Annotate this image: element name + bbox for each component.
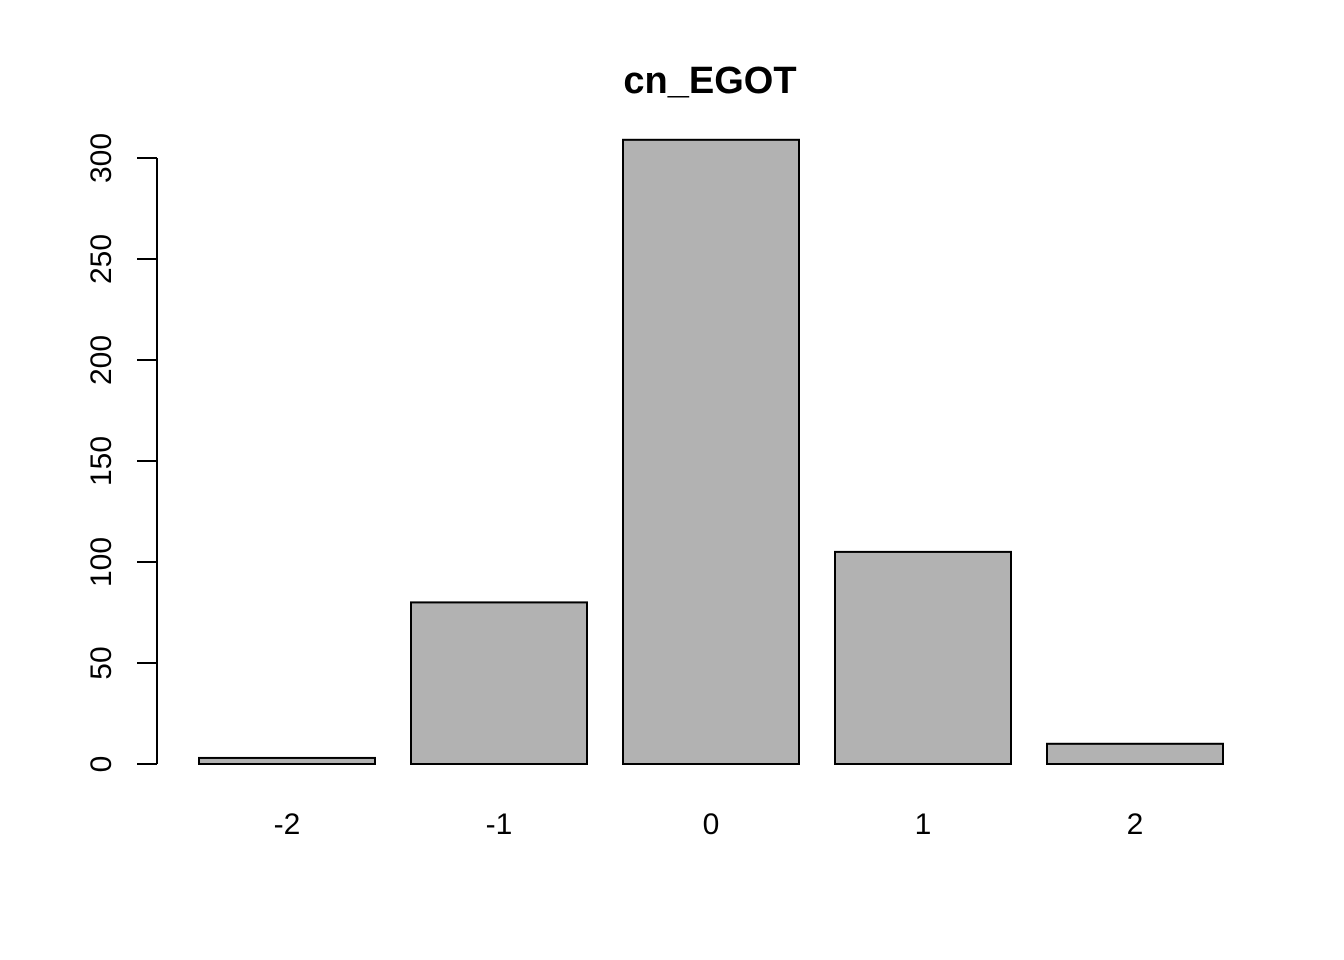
bar-1 (834, 550, 1012, 766)
bar-0 (622, 138, 800, 765)
y-tick-label: 0 (85, 756, 118, 773)
x-tick-label: -2 (274, 808, 301, 841)
y-tick-label: 50 (85, 646, 118, 679)
x-tick-label: 0 (703, 808, 720, 841)
y-tick-label: 250 (85, 234, 118, 284)
x-axis-labels: -2 -1 0 1 2 (274, 808, 1144, 841)
chart-title: cn_EGOT (623, 60, 796, 102)
x-tick-label: 2 (1127, 808, 1144, 841)
y-axis: 0 50 100 150 200 250 300 (85, 133, 158, 773)
y-tick-label: 200 (85, 335, 118, 385)
bar--2 (198, 756, 376, 766)
y-tick-label: 150 (85, 436, 118, 486)
x-tick-label: -1 (486, 808, 513, 841)
y-tick-label: 100 (85, 537, 118, 587)
bars (198, 138, 1224, 766)
bar-2 (1046, 742, 1224, 765)
y-tick-label: 300 (85, 133, 118, 183)
x-tick-label: 1 (915, 808, 932, 841)
bar--1 (410, 601, 588, 766)
